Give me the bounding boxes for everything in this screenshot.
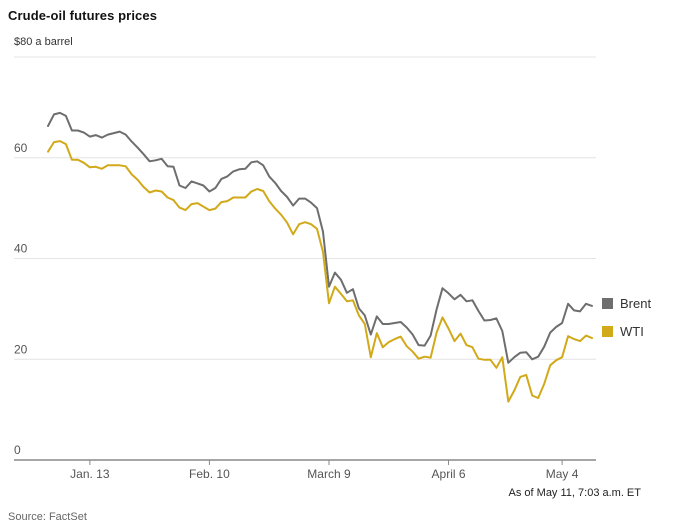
as-of-label: As of May 11, 7:03 a.m. ET — [508, 487, 641, 499]
legend-item-wti: WTI — [602, 324, 651, 339]
legend-label-wti: WTI — [620, 324, 644, 339]
y-tick-label: 60 — [14, 141, 28, 155]
legend: Brent WTI — [602, 296, 651, 339]
brent-line — [47, 111, 593, 364]
x-tick-label: March 9 — [307, 467, 351, 481]
x-tick-label: May 4 — [546, 467, 579, 481]
wti-line — [47, 140, 593, 403]
legend-item-brent: Brent — [602, 296, 651, 311]
x-tick-label: Jan. 13 — [70, 467, 110, 481]
x-tick-label: April 6 — [432, 467, 466, 481]
wti-swatch-icon — [602, 326, 613, 337]
y-axis-unit-label: $80 a barrel — [14, 36, 73, 48]
y-tick-label: 40 — [14, 242, 28, 256]
x-tick-label: Feb. 10 — [189, 467, 230, 481]
chart-title: Crude-oil futures prices — [8, 8, 158, 23]
brent-swatch-icon — [602, 298, 613, 309]
y-tick-label: 20 — [14, 342, 28, 356]
source-label: Source: FactSet — [8, 511, 87, 523]
legend-label-brent: Brent — [620, 296, 652, 311]
y-tick-label: 0 — [14, 443, 21, 457]
